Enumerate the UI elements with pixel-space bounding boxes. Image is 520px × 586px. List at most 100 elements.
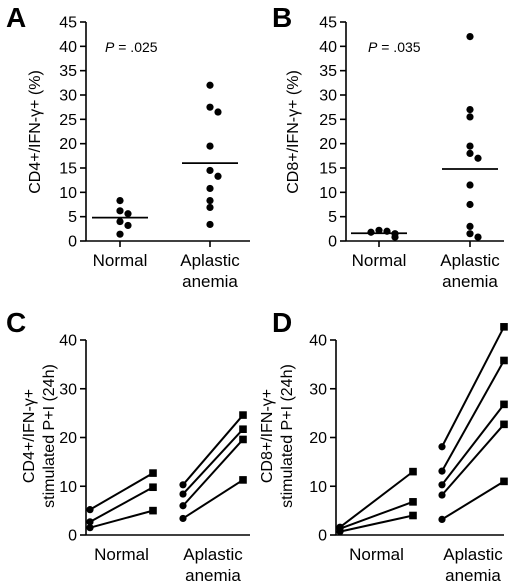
x-category-label: anemia [445, 566, 501, 585]
after-point [149, 483, 157, 492]
after-point [409, 498, 417, 506]
after-point [239, 435, 247, 444]
data-point [124, 221, 132, 230]
data-point [206, 184, 214, 193]
data-point [375, 226, 383, 234]
data-point [466, 222, 474, 230]
y-tick-label: 10 [319, 185, 337, 202]
y-tick-label: 30 [59, 381, 77, 398]
y-axis-label-line2: stimulated P+I (24h) [41, 364, 58, 508]
before-point [179, 502, 187, 510]
before-point [86, 518, 94, 526]
y-tick-label: 40 [59, 333, 77, 350]
pair-line [441, 423, 505, 496]
y-axis-label: CD8+/IFN-γ+ (%) [285, 70, 302, 194]
panel-letter: D [272, 307, 292, 338]
panel-b: B CD8+/IFN-γ+ (%) P = .035 0 5 10 15 20 25 30 3… [272, 2, 504, 291]
data-point [214, 172, 222, 180]
before-point [438, 491, 446, 499]
y-tick-label: 25 [319, 112, 337, 129]
after-point [409, 511, 417, 520]
x-category-label: Normal [352, 251, 407, 270]
data-point [206, 203, 214, 212]
after-point [500, 420, 508, 429]
pair-line [89, 509, 154, 529]
y-tick-label: 10 [59, 185, 77, 202]
y-tick-label: 35 [319, 63, 337, 80]
y-tick-label: 5 [68, 209, 77, 226]
pair-line [182, 414, 244, 486]
after-point [239, 425, 247, 434]
before-point [438, 481, 446, 489]
pair-line [441, 480, 505, 521]
before-point [438, 443, 446, 451]
pair-line [441, 403, 505, 486]
y-tick-label: 0 [68, 234, 77, 251]
y-tick-label: 40 [319, 39, 337, 56]
y-tick-label: 0 [318, 528, 327, 545]
data-point [474, 233, 482, 241]
after-point [500, 356, 508, 365]
y-tick-label: 15 [319, 161, 337, 178]
pair-line [182, 479, 244, 520]
y-tick-label: 0 [328, 234, 337, 251]
pair-line [182, 428, 244, 495]
x-category-label: Normal [94, 545, 149, 564]
panel-letter: B [272, 2, 292, 33]
data-point [214, 108, 222, 116]
pair-line [182, 438, 244, 507]
y-tick-label: 40 [309, 333, 327, 350]
y-tick-label: 30 [319, 88, 337, 105]
x-category-label: Aplastic [440, 251, 500, 270]
after-point [500, 323, 508, 331]
after-point [149, 506, 157, 515]
data-point [116, 207, 124, 215]
x-category-label: Aplastic [443, 545, 503, 564]
x-category-label: Aplastic [180, 251, 240, 270]
y-tick-label: 30 [309, 381, 327, 398]
data-point [391, 233, 399, 241]
data-point [466, 113, 474, 121]
data-point [206, 103, 214, 111]
before-point [438, 515, 446, 524]
after-point [500, 400, 508, 409]
pair-line [441, 326, 505, 448]
x-category-label: Normal [349, 545, 404, 564]
y-tick-label: 0 [68, 528, 77, 545]
y-axis-label: CD4+/IFN-γ+ (%) [27, 70, 44, 194]
data-point [116, 230, 124, 238]
panel-c: C CD4+/IFN-γ+ stimulated P+I (24h) 0 10 20… [6, 307, 250, 585]
y-axis-label-line1: CD8+/IFN-γ+ [259, 389, 276, 483]
panel-letter: C [6, 307, 26, 338]
after-point [239, 411, 247, 419]
y-tick-label: 10 [309, 479, 327, 496]
x-category-label: anemia [182, 272, 238, 291]
y-tick-label: 45 [59, 15, 77, 32]
before-point [179, 514, 187, 523]
before-point [86, 524, 94, 532]
p-value: P = .035 [368, 39, 421, 55]
y-tick-label: 20 [309, 430, 327, 447]
pair-line [339, 470, 414, 528]
data-point [466, 142, 474, 150]
pair-line [339, 514, 414, 533]
before-point [438, 467, 446, 475]
data-point [474, 154, 482, 162]
data-point [116, 197, 124, 205]
p-value: P = .025 [105, 39, 158, 55]
data-point [206, 197, 214, 205]
pair-line [89, 472, 154, 511]
y-tick-label: 5 [328, 209, 337, 226]
data-point [466, 200, 474, 209]
before-point [86, 506, 94, 514]
y-tick-label: 30 [59, 88, 77, 105]
y-axis-label-line1: CD4+/IFN-γ+ [21, 389, 38, 483]
pair-line [89, 486, 154, 523]
data-point [466, 181, 474, 189]
panel-a: A CD4+/IFN-γ+ (%) P = .025 0 5 10 15 20 25 30 3… [6, 2, 250, 291]
y-tick-label: 20 [59, 136, 77, 153]
data-point [206, 142, 214, 150]
before-point [179, 481, 187, 489]
data-point [124, 210, 132, 218]
